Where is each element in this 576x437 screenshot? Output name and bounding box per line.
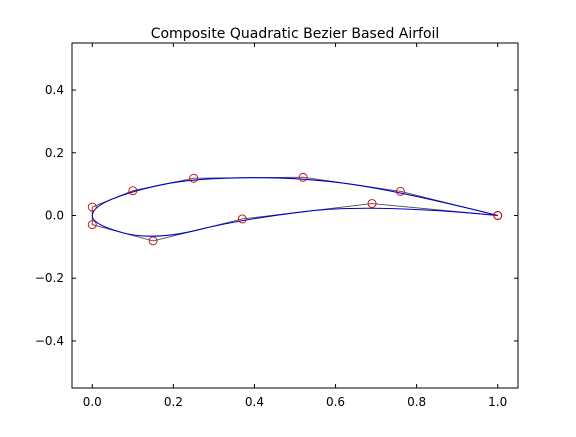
x-tick-label: 0.6 xyxy=(326,395,345,409)
control-point-marker xyxy=(87,202,97,212)
x-tick-label: 0.4 xyxy=(245,395,264,409)
control-point-marker xyxy=(148,236,158,246)
control-point-marker xyxy=(128,186,138,196)
x-tick-label: 0.0 xyxy=(83,395,102,409)
control-point-marker xyxy=(87,220,97,230)
control-point-marker xyxy=(237,214,247,224)
chart-title: Composite Quadratic Bezier Based Airfoil xyxy=(151,26,440,42)
y-tick-label: 0.2 xyxy=(45,146,64,160)
axis-ticks: 0.0 0.2 0.4 0.6 0.8 1.0 −0.4 −0.2 0.0 0.2 0.4 xyxy=(35,43,518,409)
y-tick-label: −0.4 xyxy=(35,334,64,348)
x-tick-label: 0.8 xyxy=(407,395,426,409)
y-tick-label: 0.0 xyxy=(45,209,64,223)
control-point-marker xyxy=(189,173,199,183)
y-tick-label: 0.4 xyxy=(45,83,64,97)
control-point-marker xyxy=(395,186,405,196)
x-tick-label: 0.2 xyxy=(164,395,183,409)
x-tick-label: 1.0 xyxy=(488,395,507,409)
y-tick-label: −0.2 xyxy=(35,271,64,285)
control-point-marker xyxy=(493,211,503,220)
plot-content xyxy=(87,172,503,246)
control-point-marker xyxy=(298,172,308,182)
airfoil-bezier-curve xyxy=(91,177,498,237)
control-point-marker xyxy=(367,199,377,209)
